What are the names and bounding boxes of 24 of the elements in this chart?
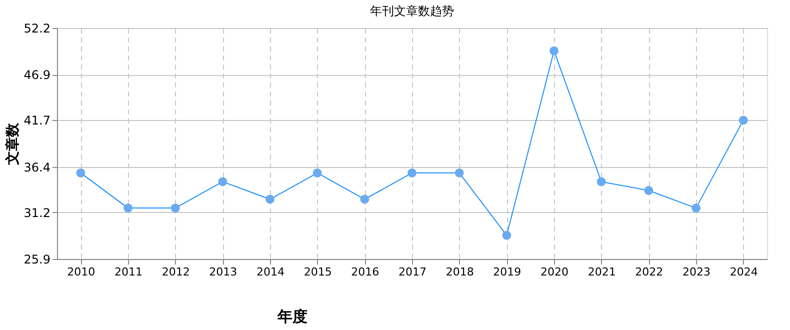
x-tick-label: 2014 — [256, 266, 284, 278]
y-tick-label: 25.9 — [24, 252, 50, 266]
x-tick-label: 2020 — [540, 266, 568, 278]
y-tick-label: 31.2 — [24, 206, 50, 220]
x-tick-label: 2018 — [446, 266, 474, 278]
x-tick-label: 2017 — [398, 266, 426, 278]
x-tick-label: 2013 — [209, 266, 238, 278]
x-tick-label: 2022 — [635, 266, 664, 278]
x-tick-label: 2019 — [493, 266, 522, 278]
y-axis-title: 文章数 — [4, 122, 21, 166]
x-tick-label: 2015 — [304, 266, 332, 278]
x-tick-label: 2021 — [588, 266, 616, 278]
y-tick-label: 41.7 — [24, 114, 50, 128]
x-tick-label: 2012 — [162, 266, 190, 278]
x-tick-label: 2016 — [351, 266, 380, 278]
x-tick-label: 2024 — [730, 266, 758, 278]
y-tick-label: 52.2 — [24, 22, 50, 36]
x-axis-title: 年度 — [276, 308, 308, 326]
y-tick-label: 46.9 — [24, 68, 50, 82]
x-tick-label: 2011 — [114, 266, 142, 278]
y-tick-label: 36.4 — [24, 160, 50, 174]
x-tick-label: 2023 — [682, 266, 710, 278]
x-tick-label: 2010 — [67, 266, 96, 278]
chart-title: 年刊文章数趋势 — [370, 4, 454, 18]
